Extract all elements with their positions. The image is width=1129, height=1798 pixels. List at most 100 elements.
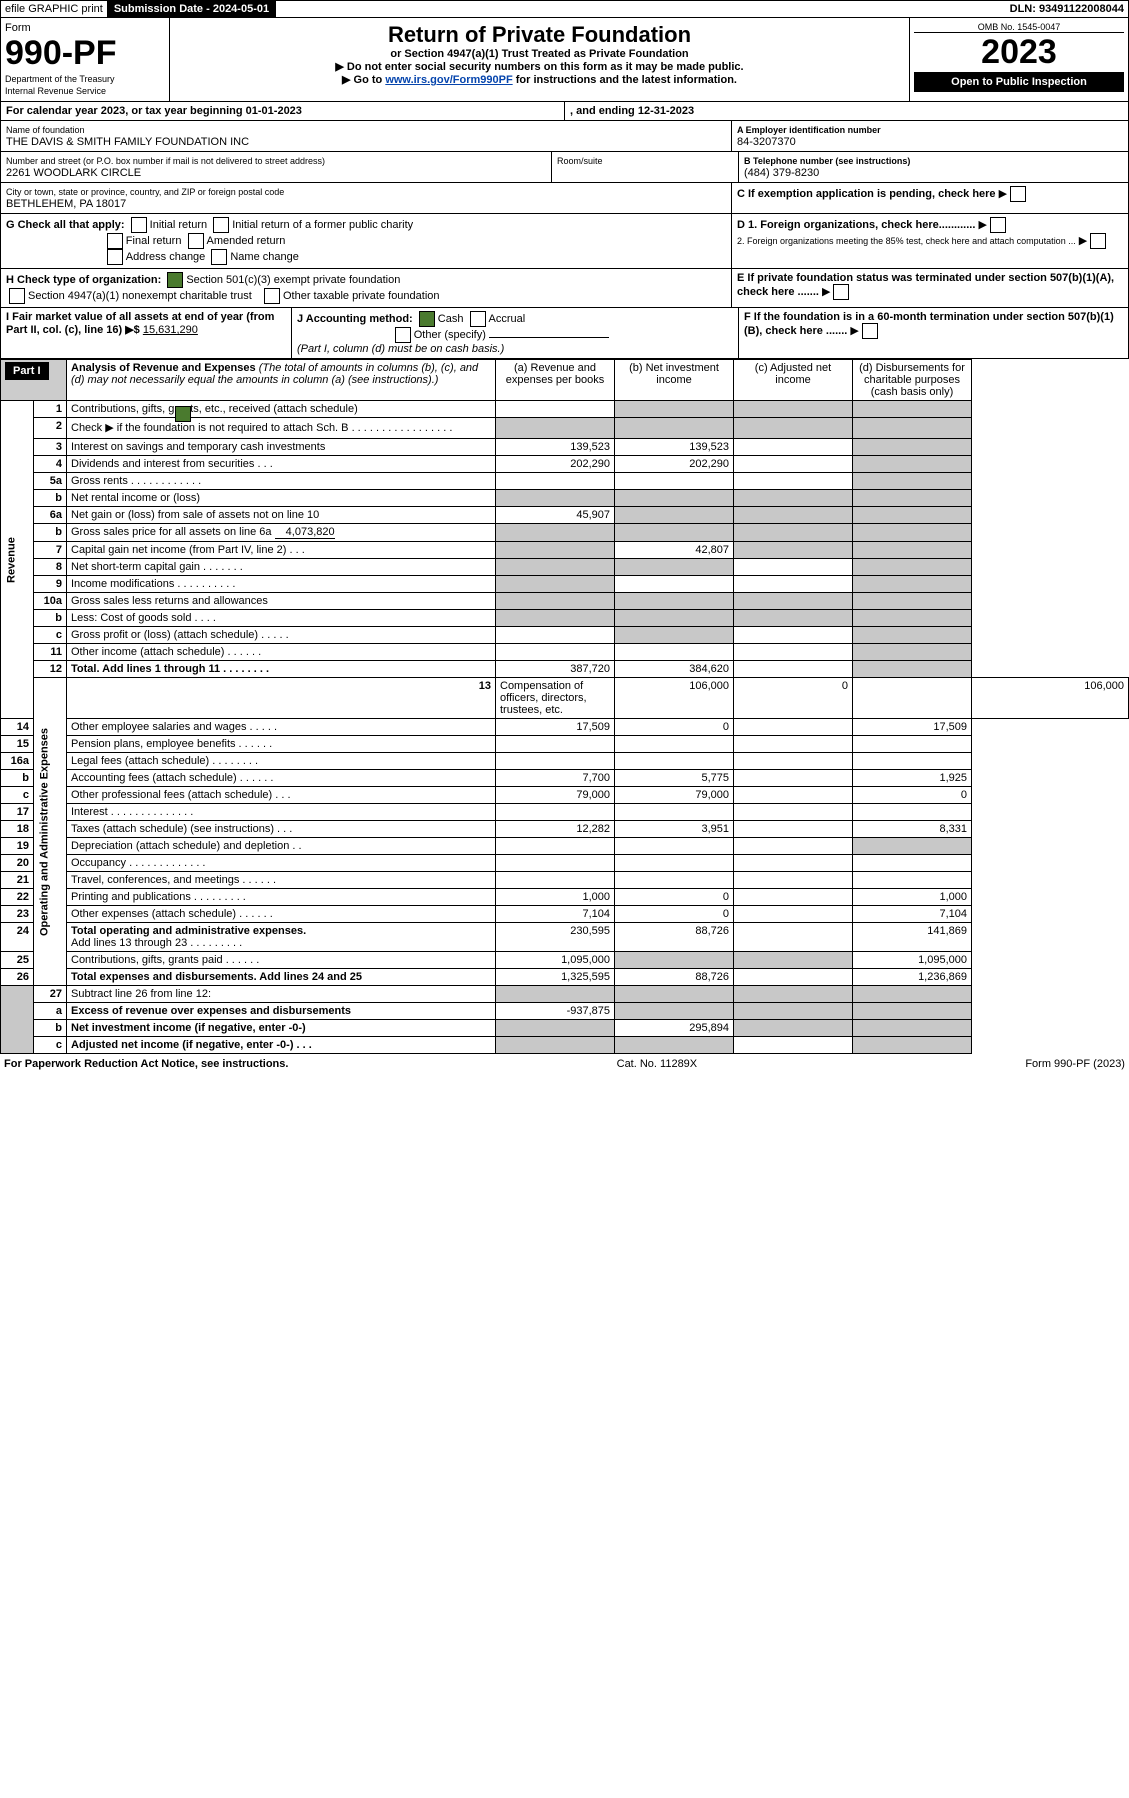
l24: Total operating and administrative expen…: [71, 925, 306, 937]
l2: Check ▶ if the foundation is not require…: [71, 422, 452, 434]
d1: D 1. Foreign organizations, check here..…: [737, 219, 975, 231]
l3: Interest on savings and temporary cash i…: [67, 439, 496, 456]
p1-title: Analysis of Revenue and Expenses: [71, 362, 259, 374]
h-lbl: H Check type of organization:: [6, 274, 161, 286]
v6a: 45,907: [496, 507, 615, 524]
address: 2261 WOODLARK CIRCLE: [6, 167, 141, 179]
form-sub2: ▶ Do not enter social security numbers o…: [174, 60, 905, 73]
v14d: 17,509: [853, 719, 972, 736]
v16cb: 79,000: [615, 787, 734, 804]
e-check[interactable]: [833, 284, 849, 300]
c-checkbox[interactable]: [1010, 186, 1026, 202]
col-b: (b) Net investment income: [615, 360, 734, 401]
l6a: Net gain or (loss) from sale of assets n…: [67, 507, 496, 524]
g-initial-former[interactable]: [213, 217, 229, 233]
h-o2: Section 4947(a)(1) nonexempt charitable …: [28, 290, 252, 302]
v18d: 8,331: [853, 821, 972, 838]
l10c: Gross profit or (loss) (attach schedule)…: [67, 627, 496, 644]
g-o6: Name change: [230, 251, 299, 263]
j-o2: Accrual: [489, 313, 526, 325]
dept: Department of the Treasury: [5, 74, 115, 84]
v23b: 0: [615, 906, 734, 923]
fmv: 15,631,290: [143, 324, 198, 336]
h-other[interactable]: [264, 288, 280, 304]
form-link[interactable]: www.irs.gov/Form990PF: [385, 74, 512, 86]
l22: Printing and publications . . . . . . . …: [67, 889, 496, 906]
g-final[interactable]: [107, 233, 123, 249]
h-4947[interactable]: [9, 288, 25, 304]
l12: Total. Add lines 1 through 11 . . . . . …: [71, 663, 269, 675]
g-o3: Final return: [126, 235, 182, 247]
l25: Contributions, gifts, grants paid . . . …: [67, 952, 496, 969]
l6bv: 4,073,820: [275, 526, 335, 539]
f-check[interactable]: [862, 323, 878, 339]
v22d: 1,000: [853, 889, 972, 906]
foundation-name: THE DAVIS & SMITH FAMILY FOUNDATION INC: [6, 136, 249, 148]
v26b: 88,726: [615, 969, 734, 986]
j-cash[interactable]: [419, 311, 435, 327]
expenses-label: Operating and Administrative Expenses: [34, 678, 67, 986]
top-bar: efile GRAPHIC print Submission Date - 20…: [0, 0, 1129, 18]
d1-check[interactable]: [990, 217, 1006, 233]
l20: Occupancy . . . . . . . . . . . . .: [67, 855, 496, 872]
l23: Other expenses (attach schedule) . . . .…: [67, 906, 496, 923]
g-initial[interactable]: [131, 217, 147, 233]
h-o3: Other taxable private foundation: [283, 290, 440, 302]
v26d: 1,236,869: [853, 969, 972, 986]
c-lbl: C If exemption application is pending, c…: [737, 188, 996, 200]
irs: Internal Revenue Service: [5, 86, 106, 96]
l15: Pension plans, employee benefits . . . .…: [67, 736, 496, 753]
v22b: 0: [615, 889, 734, 906]
l17: Interest . . . . . . . . . . . . . .: [67, 804, 496, 821]
l2-check[interactable]: [175, 406, 191, 422]
v3a: 139,523: [496, 439, 615, 456]
part1-hdr: Part I: [5, 362, 49, 380]
col-d: (d) Disbursements for charitable purpose…: [853, 360, 972, 401]
open-inspection: Open to Public Inspection: [914, 72, 1124, 92]
v14a: 17,509: [496, 719, 615, 736]
f-lbl: F If the foundation is in a 60-month ter…: [744, 311, 1114, 337]
v16bd: 1,925: [853, 770, 972, 787]
l6b: Gross sales price for all assets on line…: [71, 526, 272, 538]
g-name-change[interactable]: [211, 249, 227, 265]
v27b: 295,894: [615, 1020, 734, 1037]
d2: 2. Foreign organizations meeting the 85%…: [737, 236, 1076, 246]
h-501c3[interactable]: [167, 272, 183, 288]
cal-end: , and ending 12-31-2023: [570, 105, 694, 117]
j-other[interactable]: [395, 327, 411, 343]
l26: Total expenses and disbursements. Add li…: [71, 971, 362, 983]
g-o1: Initial return: [150, 219, 207, 231]
v16bb: 5,775: [615, 770, 734, 787]
l7: Capital gain net income (from Part IV, l…: [67, 542, 496, 559]
phone: (484) 379-8230: [744, 167, 819, 179]
l4: Dividends and interest from securities .…: [67, 456, 496, 473]
l18: Taxes (attach schedule) (see instruction…: [67, 821, 496, 838]
g-amended[interactable]: [188, 233, 204, 249]
l1: Contributions, gifts, grants, etc., rece…: [67, 401, 496, 418]
l27c: Adjusted net income (if negative, enter …: [71, 1039, 312, 1051]
v26a: 1,325,595: [496, 969, 615, 986]
j-o1: Cash: [438, 313, 464, 325]
d2-check[interactable]: [1090, 233, 1106, 249]
g-addr-change[interactable]: [107, 249, 123, 265]
j-accrual[interactable]: [470, 311, 486, 327]
l5b: Net rental income or (loss): [67, 490, 496, 507]
footer: For Paperwork Reduction Act Notice, see …: [0, 1054, 1129, 1074]
v14b: 0: [615, 719, 734, 736]
l8: Net short-term capital gain . . . . . . …: [67, 559, 496, 576]
room-lbl: Room/suite: [557, 156, 603, 166]
l27: Subtract line 26 from line 12:: [67, 986, 496, 1003]
v18a: 12,282: [496, 821, 615, 838]
g-o2: Initial return of a former public charit…: [232, 219, 413, 231]
v13a: 106,000: [615, 678, 734, 719]
i-lbl: I Fair market value of all assets at end…: [6, 311, 274, 336]
v7b: 42,807: [615, 542, 734, 559]
submission-date: Submission Date - 2024-05-01: [108, 1, 276, 17]
v16ca: 79,000: [496, 787, 615, 804]
v18b: 3,951: [615, 821, 734, 838]
foot-cat: Cat. No. 11289X: [617, 1058, 698, 1070]
l10b: Less: Cost of goods sold . . . .: [67, 610, 496, 627]
v25d: 1,095,000: [853, 952, 972, 969]
l16c: Other professional fees (attach schedule…: [67, 787, 496, 804]
revenue-label: Revenue: [1, 401, 34, 719]
